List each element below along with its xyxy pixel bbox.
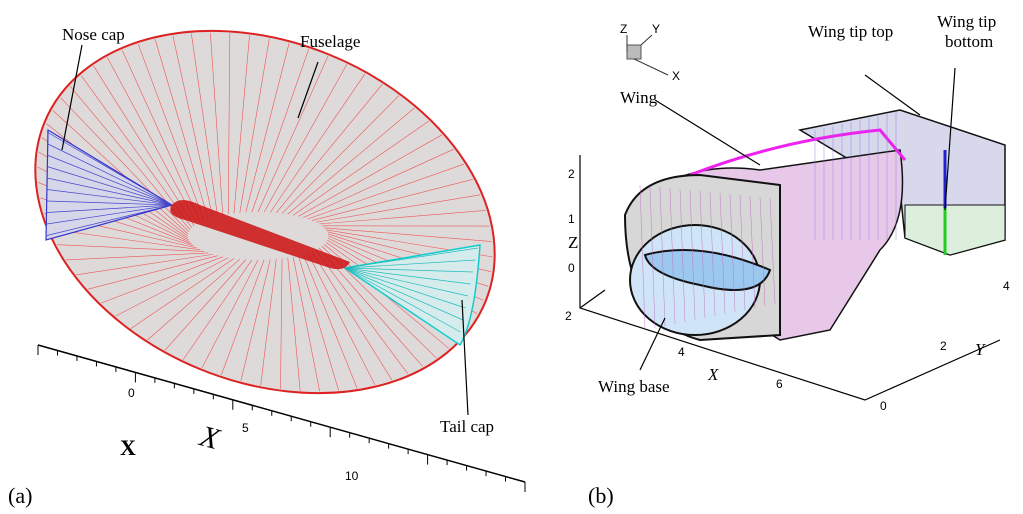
- tick-label: 1: [568, 212, 575, 226]
- axis-title: X: [707, 365, 719, 384]
- axis-title: Z: [568, 233, 578, 252]
- tick-label: 10: [345, 469, 359, 483]
- leader: [865, 75, 920, 115]
- tick-label: 2: [565, 309, 572, 323]
- panel-a: Nose cap Fuselage Tail cap 0 5 10 X X (a…: [0, 0, 549, 508]
- tick-label: 0: [880, 399, 887, 413]
- tick-label: 6: [776, 377, 783, 391]
- callout: Fuselage: [300, 32, 360, 51]
- triad-label: Z: [620, 22, 627, 36]
- tick-label: 2: [940, 339, 947, 353]
- triad-cube: [627, 45, 641, 59]
- tick-label: 2: [568, 167, 575, 181]
- bounding-box: [580, 290, 605, 308]
- callout: Nose cap: [62, 25, 125, 44]
- callout: Tail cap: [440, 417, 494, 436]
- panel-label: (b): [588, 483, 614, 508]
- axis-title: Y: [975, 340, 986, 359]
- wing-tip-bottom-surface: [905, 205, 1005, 255]
- callout: Wing: [620, 88, 658, 107]
- axis-title: X: [120, 435, 136, 460]
- figure: Nose cap Fuselage Tail cap 0 5 10 X X (a…: [0, 0, 1023, 514]
- callout: Wing base: [598, 377, 670, 396]
- tick-label: 4: [1003, 279, 1010, 293]
- triad-label: X: [672, 69, 680, 83]
- tick-label: 0: [128, 386, 135, 400]
- callout: Wing tip top: [808, 22, 893, 41]
- panel-b: Wing tip top Wing tip bottom Wing Wing b…: [565, 12, 1010, 508]
- axis-title: X: [196, 419, 225, 456]
- tick-label: 4: [678, 345, 685, 359]
- leader: [655, 100, 760, 165]
- tick-label: 5: [242, 421, 249, 435]
- leader: [640, 318, 665, 370]
- tick-label: 0: [568, 261, 575, 275]
- triad-label: Y: [652, 22, 660, 36]
- panel-label: (a): [8, 483, 32, 508]
- callout: Wing tip: [937, 12, 996, 31]
- callout: bottom: [945, 32, 993, 51]
